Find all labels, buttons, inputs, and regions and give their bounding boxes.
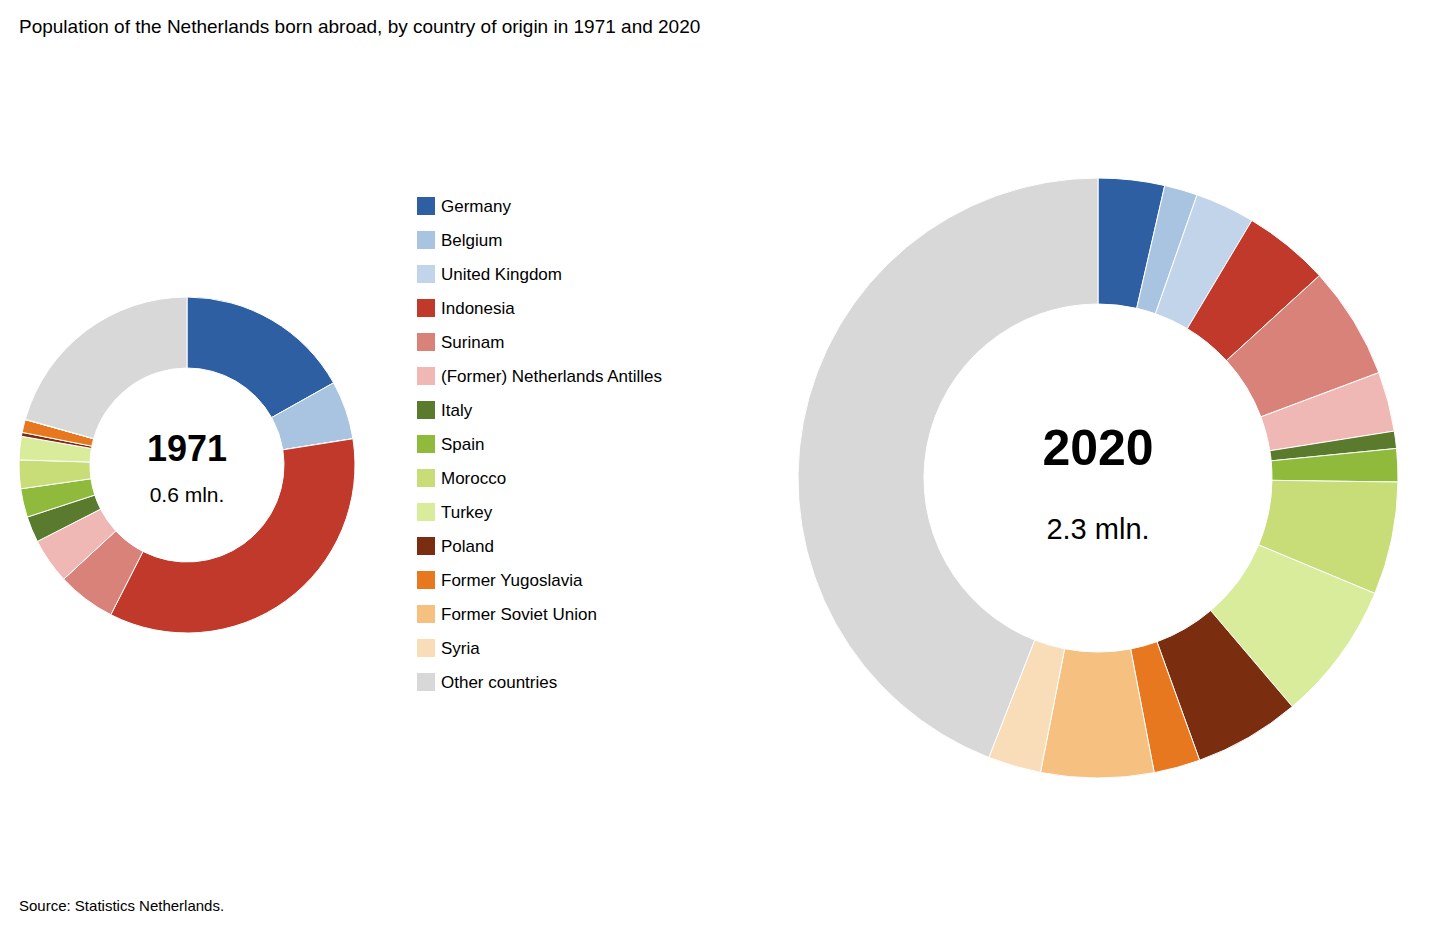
svg-text:2.3 mln.: 2.3 mln. [1046,513,1149,545]
svg-text:Other countries: Other countries [441,673,557,692]
svg-text:Former Yugoslavia: Former Yugoslavia [441,571,583,590]
svg-text:Poland: Poland [441,537,494,556]
svg-text:Population of the Netherlands: Population of the Netherlands born abroa… [19,16,700,37]
svg-text:(Former) Netherlands Antilles: (Former) Netherlands Antilles [441,367,662,386]
svg-text:Syria: Syria [441,639,480,658]
svg-text:United Kingdom: United Kingdom [441,265,562,284]
svg-text:Former Soviet Union: Former Soviet Union [441,605,597,624]
svg-text:2020: 2020 [1042,420,1153,476]
svg-text:Indonesia: Indonesia [441,299,515,318]
svg-text:Turkey: Turkey [441,503,493,522]
svg-text:Spain: Spain [441,435,484,454]
svg-text:Belgium: Belgium [441,231,502,250]
svg-text:Surinam: Surinam [441,333,504,352]
svg-text:Germany: Germany [441,197,511,216]
svg-text:0.6 mln.: 0.6 mln. [150,483,225,506]
svg-text:Morocco: Morocco [441,469,506,488]
svg-text:Source: Statistics Netherlands: Source: Statistics Netherlands. [19,897,224,914]
svg-text:Italy: Italy [441,401,473,420]
svg-text:1971: 1971 [147,428,227,469]
